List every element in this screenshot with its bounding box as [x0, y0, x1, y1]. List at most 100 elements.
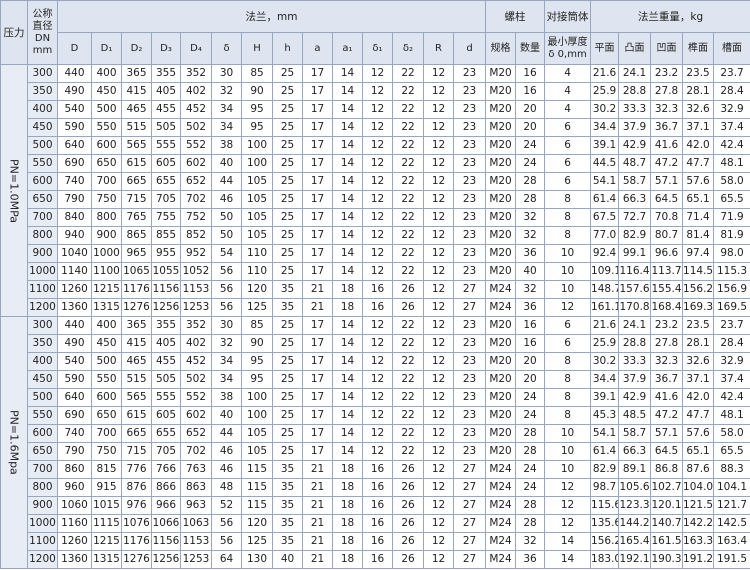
dn-cell: 1000 [27, 514, 58, 533]
data-cell: 12 [362, 208, 393, 227]
data-cell: M24 [485, 514, 517, 533]
data-cell: 452 [180, 352, 212, 371]
data-cell: 12 [362, 118, 393, 137]
data-cell: 85 [241, 64, 273, 83]
data-cell: 17 [302, 244, 333, 263]
data-cell: 47.7 [682, 406, 715, 425]
data-cell: 56 [211, 298, 242, 317]
data-cell: 750 [91, 190, 122, 209]
data-cell: 640 [57, 136, 92, 155]
data-cell: 37.9 [618, 118, 652, 137]
data-cell: M24 [485, 298, 517, 317]
data-cell: 36.7 [650, 118, 684, 137]
data-cell: 65.1 [682, 442, 715, 461]
data-cell: 42.9 [618, 136, 652, 155]
data-cell: 763 [180, 460, 212, 479]
data-cell: M20 [485, 172, 517, 191]
data-row: 650 790 750 715 705 702 46 105 25 17 14 12 22 12 23 M20… [1, 190, 750, 209]
header-cell: d [452, 32, 487, 65]
data-cell: 135.6 [590, 514, 620, 533]
data-cell: 16 [362, 280, 393, 299]
header-cell: D [57, 32, 92, 65]
data-cell: 110 [241, 244, 273, 263]
data-cell: 1360 [57, 550, 92, 569]
data-cell: 121.7 [713, 496, 750, 515]
header-group: 法兰，mm [56, 0, 487, 33]
data-cell: 17 [302, 136, 333, 155]
data-cell: 500 [91, 352, 122, 371]
data-cell: 690 [57, 406, 92, 425]
data-cell: M20 [485, 226, 517, 245]
data-cell: 22 [392, 352, 424, 371]
data-cell: 12 [362, 64, 393, 83]
data-cell: 17 [302, 82, 333, 101]
data-cell: 12 [544, 496, 592, 515]
data-cell: 28.1 [682, 334, 715, 353]
data-cell: 64.5 [650, 190, 684, 209]
data-cell: 21 [302, 532, 333, 551]
data-cell: 32.3 [650, 100, 684, 119]
data-cell: 455 [151, 100, 181, 119]
dn-cell: 600 [27, 172, 58, 191]
data-cell: 14 [332, 334, 363, 353]
data-cell: 24.1 [618, 64, 652, 83]
data-cell: M20 [485, 154, 517, 173]
data-cell: 100 [241, 388, 273, 407]
data-cell: 12 [423, 442, 454, 461]
data-cell: 38 [211, 136, 242, 155]
data-cell: 17 [302, 442, 333, 461]
dn-cell: 450 [27, 370, 58, 389]
data-cell: 22 [392, 316, 424, 335]
data-cell: 28.1 [682, 82, 715, 101]
data-cell: 23 [452, 442, 487, 461]
data-cell: 1066 [151, 514, 181, 533]
dn-cell: 400 [27, 352, 58, 371]
data-cell: 702 [180, 190, 212, 209]
data-cell: 17 [302, 208, 333, 227]
dn-cell: 900 [27, 244, 58, 263]
data-cell: 36.7 [650, 370, 684, 389]
data-cell: 25 [272, 262, 303, 281]
data-cell: 50 [211, 226, 242, 245]
data-cell: 400 [91, 316, 122, 335]
data-cell: 415 [121, 82, 152, 101]
data-cell: 12 [362, 100, 393, 119]
data-cell: M20 [485, 136, 517, 155]
data-cell: 25 [272, 100, 303, 119]
data-cell: 1160 [57, 514, 92, 533]
data-cell: 57.6 [682, 172, 715, 191]
data-cell: 24 [515, 154, 546, 173]
data-cell: 14 [332, 172, 363, 191]
data-cell: 47.7 [682, 154, 715, 173]
data-cell: 21 [302, 514, 333, 533]
data-cell: 17 [302, 118, 333, 137]
data-cell: 26 [392, 550, 424, 569]
data-cell: 125 [241, 532, 273, 551]
data-cell: 12 [423, 190, 454, 209]
data-cell: 12 [362, 244, 393, 263]
data-cell: 23 [452, 190, 487, 209]
data-cell: 14 [332, 226, 363, 245]
data-cell: 36 [515, 298, 546, 317]
data-cell: 355 [151, 316, 181, 335]
data-cell: 14 [332, 190, 363, 209]
data-cell: 25 [272, 406, 303, 425]
data-cell: 114.5 [682, 262, 715, 281]
data-cell: 183.0 [590, 550, 620, 569]
dn-cell: 400 [27, 100, 58, 119]
data-cell: 110 [241, 262, 273, 281]
data-cell: 27 [452, 550, 487, 569]
header-group: 对接筒体 [544, 0, 592, 33]
data-cell: 4 [544, 82, 592, 101]
data-cell: 54.1 [590, 172, 620, 191]
data-cell: 22 [392, 136, 424, 155]
data-cell: 23 [452, 424, 487, 443]
dn-cell: 500 [27, 388, 58, 407]
data-cell: 45.3 [590, 406, 620, 425]
data-cell: 23 [452, 64, 487, 83]
data-row: 1000 1160 1115 1076 1066 1063 56 120 35 21 18 16 26 1… [1, 514, 750, 533]
data-cell: 82.9 [618, 226, 652, 245]
data-cell: 156.2 [590, 532, 620, 551]
data-cell: 156.2 [682, 280, 715, 299]
